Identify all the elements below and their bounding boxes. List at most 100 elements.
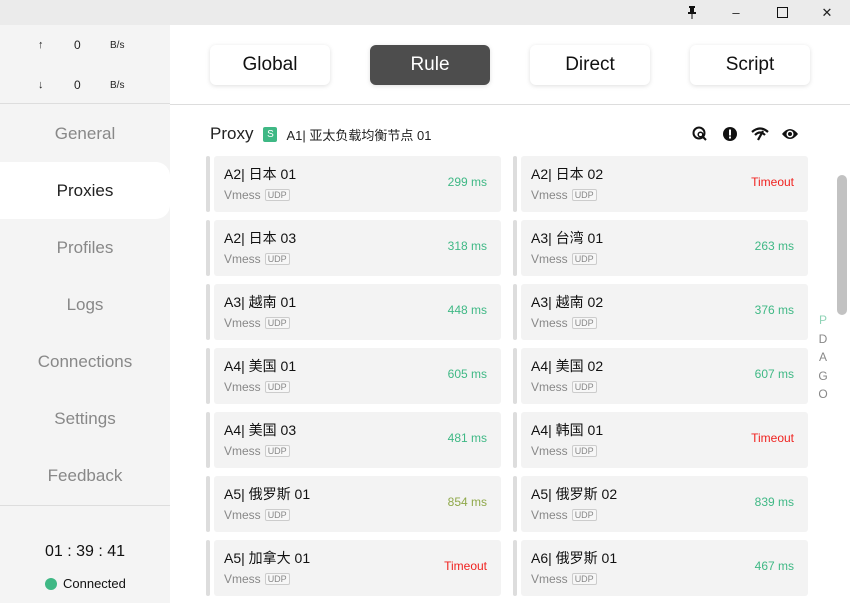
sidebar: ↑ 0 B/s ↓ 0 B/s General Proxies Profiles Logs Co… xyxy=(0,25,170,603)
mode-direct-button[interactable]: Direct xyxy=(530,45,650,85)
proxy-type: Vmess xyxy=(531,316,568,330)
proxy-type: Vmess xyxy=(224,444,261,458)
proxy-latency[interactable]: 448 ms xyxy=(447,303,487,317)
sidebar-item-label: Logs xyxy=(66,294,104,314)
mode-global-button[interactable]: Global xyxy=(210,45,330,85)
udp-badge: UDP xyxy=(264,445,290,457)
proxy-type: Vmess xyxy=(531,380,568,394)
udp-badge: UDP xyxy=(264,317,290,329)
status-dot-icon xyxy=(45,577,57,590)
proxy-name: A2| 日本 02 xyxy=(531,166,604,182)
download-unit: B/s xyxy=(110,79,125,91)
mode-rule-button[interactable]: Rule xyxy=(370,45,490,85)
udp-badge: UDP xyxy=(571,573,597,585)
proxy-name: A4| 韩国 01 xyxy=(531,422,604,438)
proxy-name: A5| 俄罗斯 02 xyxy=(531,486,618,502)
sidebar-item-proxies[interactable]: Proxies xyxy=(0,162,170,219)
proxy-group-header: Proxy S A1| 亚太负载均衡节点 01 xyxy=(210,124,431,144)
proxy-card[interactable]: A5| 俄罗斯 01 Vmess UDP 854 ms xyxy=(206,476,501,532)
group-type-badge: S xyxy=(263,126,278,142)
sidebar-item-logs[interactable]: Logs xyxy=(0,276,170,333)
search-location-icon[interactable] xyxy=(690,124,710,144)
proxy-card[interactable]: A3| 台湾 01 Vmess UDP 263 ms xyxy=(513,220,808,276)
alert-icon[interactable] xyxy=(720,124,740,144)
upload-arrow-icon: ↑ xyxy=(38,39,44,51)
proxy-latency[interactable]: 481 ms xyxy=(447,431,487,445)
udp-badge: UDP xyxy=(571,445,597,457)
proxy-latency[interactable]: 839 ms xyxy=(754,495,794,509)
uptime-clock: 01 : 39 : 41 xyxy=(44,543,126,560)
proxy-name: A2| 日本 03 xyxy=(224,230,297,246)
index-letter[interactable]: G xyxy=(818,368,828,383)
proxy-latency[interactable]: 854 ms xyxy=(447,495,487,509)
proxy-card[interactable]: A2| 日本 01 Vmess UDP 299 ms xyxy=(206,156,501,212)
udp-badge: UDP xyxy=(571,189,597,201)
proxy-latency[interactable]: 467 ms xyxy=(754,559,794,573)
proxy-latency[interactable]: Timeout xyxy=(751,431,794,445)
proxy-card[interactable]: A4| 韩国 01 Vmess UDP Timeout xyxy=(513,412,808,468)
mode-selector: Global Rule Direct Script xyxy=(170,25,850,105)
proxy-name: A2| 日本 01 xyxy=(224,166,297,182)
udp-badge: UDP xyxy=(571,317,597,329)
udp-badge: UDP xyxy=(264,573,290,585)
udp-badge: UDP xyxy=(264,381,290,393)
maximize-icon[interactable] xyxy=(762,0,802,25)
proxy-name: A4| 美国 02 xyxy=(531,358,604,374)
scrollbar-thumb[interactable] xyxy=(837,175,847,315)
proxy-type: Vmess xyxy=(224,188,261,202)
proxy-latency[interactable]: Timeout xyxy=(751,175,794,189)
proxy-name: A4| 美国 01 xyxy=(224,358,297,374)
proxy-latency[interactable]: 263 ms xyxy=(754,239,794,253)
sidebar-item-label: General xyxy=(54,123,116,143)
udp-badge: UDP xyxy=(264,253,290,265)
sidebar-item-general[interactable]: General xyxy=(0,105,170,162)
proxy-card[interactable]: A4| 美国 01 Vmess UDP 605 ms xyxy=(206,348,501,404)
sidebar-item-settings[interactable]: Settings xyxy=(0,390,170,447)
index-letter[interactable]: A xyxy=(818,350,827,364)
connection-status: 01 : 39 : 41 Connected xyxy=(0,505,170,603)
upload-value: 0 xyxy=(74,38,81,52)
proxy-type: Vmess xyxy=(531,444,568,458)
proxy-card[interactable]: A3| 越南 01 Vmess UDP 448 ms xyxy=(206,284,501,340)
proxy-card[interactable]: A5| 加拿大 01 Vmess UDP Timeout xyxy=(206,540,501,596)
sidebar-item-feedback[interactable]: Feedback xyxy=(0,447,170,504)
proxy-latency[interactable]: 607 ms xyxy=(754,367,794,381)
status-label: Connected xyxy=(63,576,126,591)
udp-badge: UDP xyxy=(571,253,597,265)
mode-script-button[interactable]: Script xyxy=(690,45,810,85)
proxy-latency[interactable]: 605 ms xyxy=(447,367,487,381)
minimize-icon[interactable]: – xyxy=(732,5,740,20)
sidebar-nav: General Proxies Profiles Logs Connections Set… xyxy=(0,105,170,504)
proxy-type: Vmess xyxy=(224,380,261,394)
proxy-card[interactable]: A2| 日本 03 Vmess UDP 318 ms xyxy=(206,220,501,276)
proxy-card[interactable]: A6| 俄罗斯 01 Vmess UDP 467 ms xyxy=(513,540,808,596)
index-letter[interactable]: P xyxy=(818,313,827,327)
proxy-latency[interactable]: 299 ms xyxy=(447,175,487,189)
udp-badge: UDP xyxy=(571,381,597,393)
udp-badge: UDP xyxy=(571,509,597,521)
sidebar-item-label: Profiles xyxy=(56,237,114,257)
pin-icon[interactable] xyxy=(672,0,712,25)
wifi-speed-icon[interactable] xyxy=(750,124,770,144)
sidebar-item-connections[interactable]: Connections xyxy=(0,333,170,390)
proxy-latency[interactable]: 318 ms xyxy=(447,239,487,253)
index-letter[interactable]: O xyxy=(818,387,828,401)
proxy-latency[interactable]: Timeout xyxy=(444,559,487,573)
index-letter[interactable]: D xyxy=(818,331,828,346)
proxy-card[interactable]: A5| 俄罗斯 02 Vmess UDP 839 ms xyxy=(513,476,808,532)
proxy-card[interactable]: A4| 美国 03 Vmess UDP 481 ms xyxy=(206,412,501,468)
proxy-type: Vmess xyxy=(531,508,568,522)
close-icon[interactable]: ✕ xyxy=(821,4,833,20)
proxy-card[interactable]: A2| 日本 02 Vmess UDP Timeout xyxy=(513,156,808,212)
sidebar-item-profiles[interactable]: Profiles xyxy=(0,219,170,276)
proxy-group-title: Proxy xyxy=(210,124,254,143)
proxy-name: A6| 俄罗斯 01 xyxy=(531,550,618,566)
proxy-card[interactable]: A4| 美国 02 Vmess UDP 607 ms xyxy=(513,348,808,404)
proxy-name: A3| 台湾 01 xyxy=(531,230,604,246)
title-bar: – ✕ xyxy=(0,0,850,25)
eye-icon[interactable] xyxy=(780,124,800,144)
proxy-latency[interactable]: 376 ms xyxy=(754,303,794,317)
proxy-card[interactable]: A3| 越南 02 Vmess UDP 376 ms xyxy=(513,284,808,340)
udp-badge: UDP xyxy=(264,189,290,201)
